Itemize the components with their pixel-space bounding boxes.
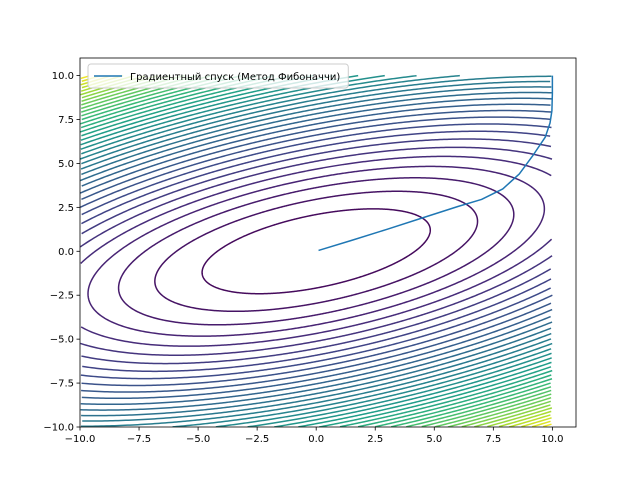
contour-line-18-0 <box>80 74 460 160</box>
contour-line-14-1 <box>80 321 553 411</box>
x-tick-label-1: −7.5 <box>127 434 151 445</box>
x-tick-label-3: −2.5 <box>245 434 269 445</box>
contour-line-27-1 <box>391 382 551 427</box>
contour-line-5-1 <box>80 155 552 264</box>
contour-line-35-1 <box>498 410 552 427</box>
contour-line-25-1 <box>357 374 552 427</box>
contour-line-12-0 <box>80 103 551 194</box>
legend: Градиентный спуск (Метод Фибоначчи) <box>87 63 349 89</box>
contour-line-6-0 <box>80 146 553 248</box>
x-tick-label-2: −5.0 <box>186 434 210 445</box>
y-tick-label-3: −2.5 <box>50 291 74 302</box>
contour-line-23-1 <box>319 366 552 427</box>
contour-line-33-1 <box>474 404 551 427</box>
contour-line-10-0 <box>80 116 551 209</box>
contour-line-11-1 <box>81 302 552 393</box>
contour-line-15-1 <box>81 327 552 417</box>
contour-line-13-1 <box>80 315 551 406</box>
contour-line-34-1 <box>487 407 553 427</box>
contour-line-6-1 <box>80 255 553 356</box>
contour-line-3-0 <box>117 177 515 326</box>
contour-line-16-0 <box>80 80 551 170</box>
x-tick-label-7: 7.5 <box>485 434 501 445</box>
series-layer <box>318 75 554 252</box>
contour-line-19-1 <box>215 348 552 427</box>
contour-line-7-0 <box>81 138 552 235</box>
contour-line-26-1 <box>375 378 553 427</box>
contour-line-37-1 <box>521 417 552 427</box>
contour-line-22-1 <box>298 361 552 427</box>
contour-line-12-1 <box>81 308 553 400</box>
contour-line-10-1 <box>81 294 553 387</box>
contour-line-39-1 <box>542 423 552 427</box>
contour-line-32-1 <box>461 400 552 427</box>
contour-line-30-1 <box>434 393 552 427</box>
contour-line-21-1 <box>274 357 552 427</box>
legend-label: Градиентный спуск (Метод Фибоначчи) <box>130 72 340 83</box>
y-tick-label-0: −10.0 <box>43 423 74 434</box>
contour-line-28-1 <box>406 386 552 427</box>
plot-frame <box>79 57 577 428</box>
contour-line-18-1 <box>172 342 553 427</box>
contour-line-14-0 <box>80 91 552 182</box>
y-tick-label-7: 7.5 <box>58 115 74 126</box>
y-tick-label-2: −5.0 <box>50 335 74 346</box>
contour-line-8-1 <box>82 278 552 373</box>
x-tick-label-0: −10.0 <box>65 434 96 445</box>
contour-line-24-1 <box>339 369 553 427</box>
y-tick-label-4: 0.0 <box>58 247 74 258</box>
x-tick-label-6: 5.0 <box>426 434 442 445</box>
x-axis: −10.0 −7.5 −5.0 −2.5 0.0 2.5 5.0 7.5 10.0 <box>65 427 564 445</box>
contour-line-8-0 <box>81 130 551 225</box>
contour-line-16-1 <box>82 332 552 422</box>
contour-layer <box>80 74 553 427</box>
contour-line-38-1 <box>531 420 551 427</box>
contour-line-29-1 <box>421 389 552 427</box>
legend-box <box>87 63 349 89</box>
contour-line-17-0 <box>81 75 552 165</box>
contour-line-11-0 <box>81 109 552 201</box>
contour-line-36-1 <box>508 414 551 427</box>
series-line-0 <box>318 75 554 252</box>
contour-line-13-0 <box>81 97 552 187</box>
y-tick-label-5: 2.5 <box>58 203 74 214</box>
contour-line-9-1 <box>80 287 552 380</box>
x-tick-label-4: 0.0 <box>308 434 324 445</box>
contour-line-9-0 <box>81 123 552 216</box>
contour-line-31-1 <box>447 397 552 427</box>
contour-line-17-1 <box>80 338 552 427</box>
y-tick-label-6: 5.0 <box>58 159 74 170</box>
contour-line-7-1 <box>81 268 552 365</box>
contour-line-2-0 <box>154 190 479 313</box>
x-tick-label-5: 2.5 <box>367 434 383 445</box>
x-tick-label-8: 10.0 <box>541 434 563 445</box>
contour-line-20-1 <box>247 352 552 427</box>
contour-line-19-0 <box>81 74 417 155</box>
contour-line-15-0 <box>81 86 552 176</box>
contour-line-1-0 <box>201 208 432 295</box>
contour-line-4-0 <box>87 165 546 337</box>
y-tick-label-8: 10.0 <box>52 71 74 82</box>
contour-line-5-0 <box>80 238 553 347</box>
y-tick-label-1: −7.5 <box>50 379 74 390</box>
y-axis: −10.0 −7.5 −5.0 −2.5 0.0 2.5 5.0 7.5 10.0 <box>43 71 80 434</box>
